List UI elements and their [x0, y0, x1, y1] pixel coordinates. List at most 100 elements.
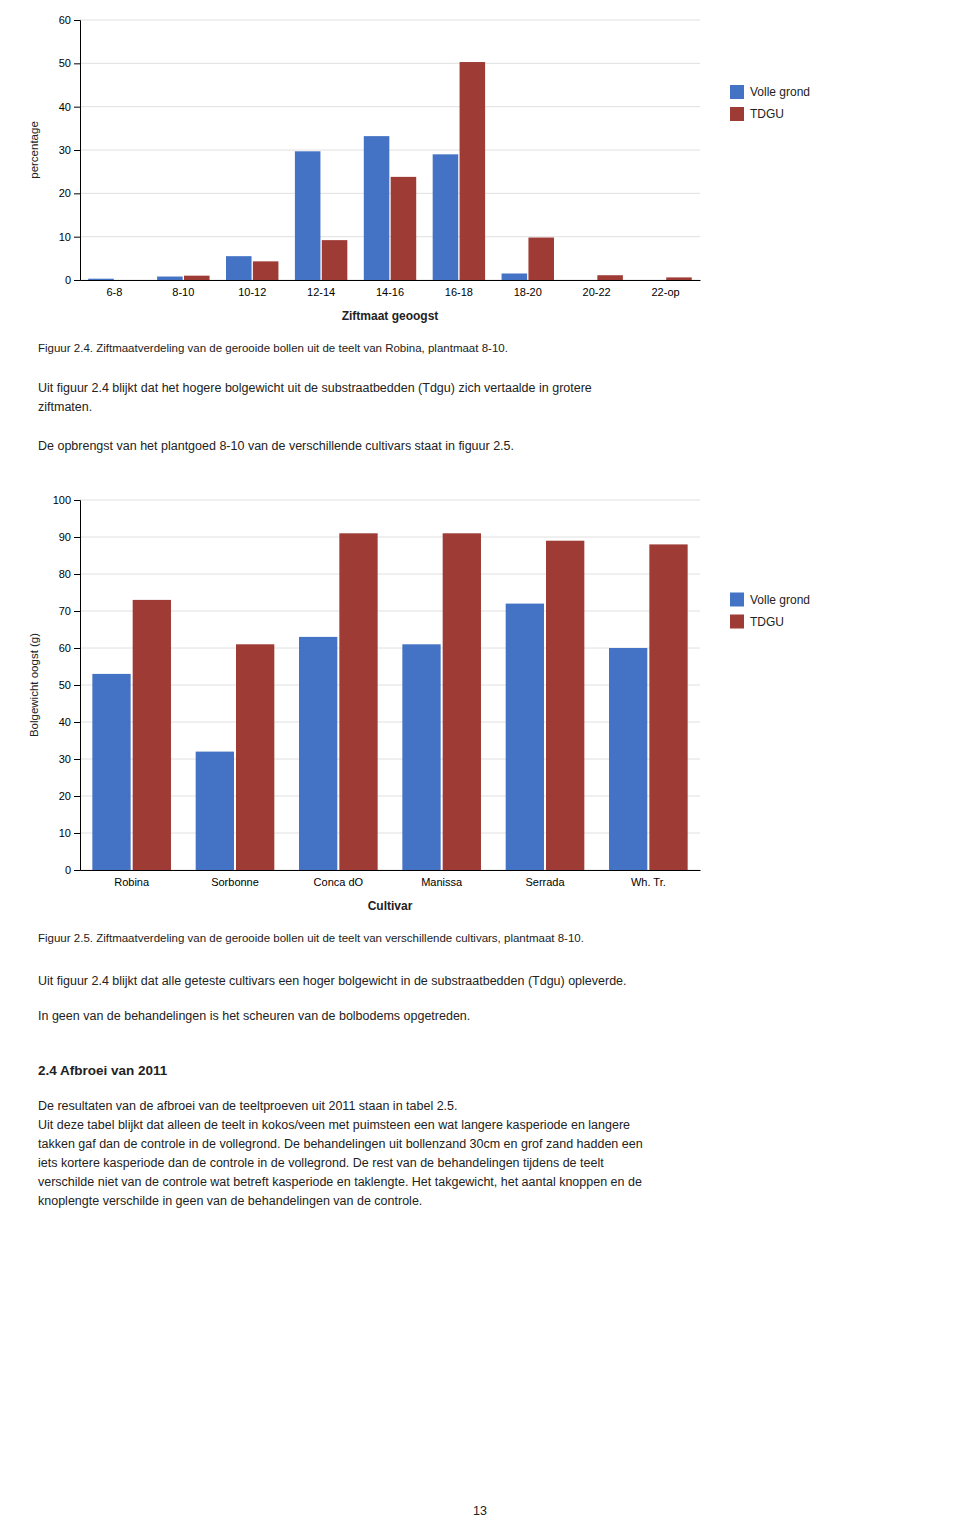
legend-item: Volle grond	[730, 593, 810, 607]
x-tick-label: Conca dO	[314, 876, 364, 888]
bar	[502, 274, 528, 281]
bars	[88, 62, 692, 280]
page-number: 13	[473, 1504, 487, 1518]
heading: 2.4 Afbroei van 2011	[38, 1063, 168, 1078]
y-tick-label: 50	[59, 679, 71, 691]
y-tick-mark	[74, 107, 80, 108]
y-axis: 0102030405060708090100	[53, 494, 81, 876]
bar	[546, 541, 584, 870]
x-tick: 16-18	[445, 280, 473, 298]
y-axis-line	[74, 21, 81, 281]
grid-line	[80, 106, 700, 107]
x-tick: Serrada	[525, 870, 565, 888]
bar	[295, 151, 321, 280]
y-tick-label: 70	[59, 605, 71, 617]
bar	[253, 261, 279, 280]
legend: Volle grond TDGU	[730, 85, 810, 121]
x-axis-title: Ziftmaat geoogst	[342, 309, 439, 323]
y-tick-label: 50	[59, 57, 71, 69]
x-tick-label: 22-op	[651, 286, 679, 298]
grid-line	[80, 759, 700, 760]
bar	[433, 154, 459, 280]
bar	[443, 533, 481, 870]
y-tick-mark	[74, 796, 80, 797]
bars	[92, 533, 687, 870]
bar	[226, 256, 252, 280]
y-tick-mark	[74, 648, 80, 649]
bar	[115, 280, 141, 281]
y-axis-title: Bolgewicht oogst (g)	[28, 633, 40, 737]
y-tick-mark	[74, 280, 80, 281]
y-tick: 0	[65, 864, 80, 876]
y-tick-label: 10	[59, 827, 71, 839]
grid-line	[80, 722, 700, 723]
bar	[609, 648, 647, 870]
bar	[364, 136, 390, 280]
legend-item: TDGU	[730, 107, 784, 121]
x-tick: Sorbonne	[211, 870, 259, 888]
bar	[639, 280, 665, 281]
y-tick: 40	[59, 101, 80, 113]
grid-line	[80, 150, 700, 151]
y-tick-mark	[74, 150, 80, 151]
y-axis-title: percentage	[28, 121, 40, 179]
x-axis-line	[81, 870, 701, 871]
legend-label: Volle grond	[750, 593, 810, 607]
x-tick: 18-20	[514, 280, 542, 298]
y-tick-mark	[74, 685, 80, 686]
grid-line	[80, 833, 700, 834]
grid-line	[80, 870, 700, 871]
x-tick: 12-14	[307, 280, 335, 298]
bar	[88, 279, 114, 280]
y-tick: 10	[59, 231, 80, 243]
x-tick-label: Robina	[114, 876, 150, 888]
y-tick-mark	[74, 759, 80, 760]
y-tick: 100	[53, 494, 80, 506]
y-tick: 90	[59, 531, 80, 543]
y-axis: 0102030405060	[59, 14, 81, 286]
y-tick-label: 0	[65, 274, 71, 286]
bar	[666, 277, 692, 280]
y-tick: 60	[59, 642, 80, 654]
x-tick-label: Sorbonne	[211, 876, 259, 888]
y-tick-mark	[74, 500, 80, 501]
x-tick-label: 16-18	[445, 286, 473, 298]
y-tick-mark	[74, 833, 80, 834]
bar	[402, 644, 440, 870]
bar	[236, 644, 274, 870]
bar	[391, 177, 417, 280]
y-tick: 20	[59, 790, 80, 802]
y-tick: 30	[59, 753, 80, 765]
legend-swatch	[730, 85, 744, 99]
x-tick: Manissa	[421, 870, 463, 888]
x-tick: 14-16	[376, 280, 404, 298]
bar	[649, 544, 687, 870]
bar	[506, 604, 544, 870]
bar	[460, 62, 486, 280]
x-axis: 6-88-1010-1212-1414-1616-1818-2020-2222-…	[81, 280, 701, 298]
y-tick-mark	[74, 237, 80, 238]
y-tick: 10	[59, 827, 80, 839]
grid-line	[80, 20, 700, 21]
grid-line	[80, 648, 700, 649]
y-tick-label: 100	[53, 494, 71, 506]
legend-item: Volle grond	[730, 85, 810, 99]
bar	[157, 277, 183, 280]
chart-caption: Figuur 2.4. Ziftmaatverdeling van de ger…	[38, 342, 508, 354]
x-tick-label: 8-10	[172, 286, 194, 298]
bar	[570, 280, 596, 281]
x-tick-label: Wh. Tr.	[631, 876, 666, 888]
y-tick: 20	[59, 187, 80, 199]
y-tick-label: 0	[65, 864, 71, 876]
legend-label: Volle grond	[750, 85, 810, 99]
grid-line	[80, 611, 700, 612]
y-tick: 80	[59, 568, 80, 580]
series	[184, 62, 692, 280]
body-text: In geen van de behandelingen is het sche…	[38, 1009, 470, 1023]
legend-swatch	[730, 615, 744, 629]
y-tick-mark	[74, 63, 80, 64]
x-tick-label: 14-16	[376, 286, 404, 298]
legend-label: TDGU	[750, 615, 784, 629]
x-tick: 22-op	[651, 280, 679, 298]
bar	[322, 240, 348, 280]
